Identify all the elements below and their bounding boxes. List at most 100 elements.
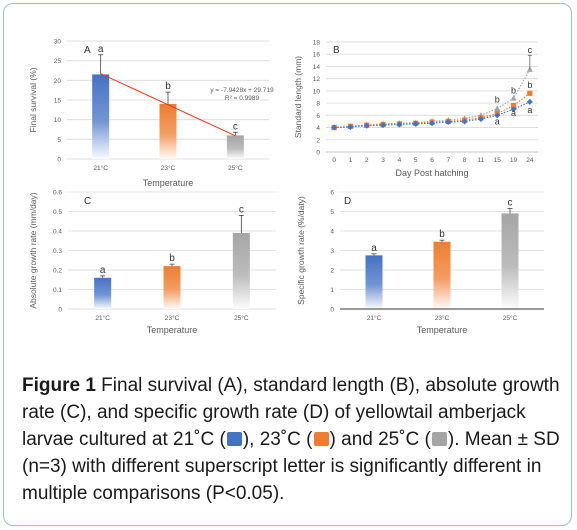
figure-frame: A Temperature Final survival (%) 0 5 10 15 20 25…: [3, 3, 572, 526]
y-axis-title: Standard length (mm): [293, 56, 303, 138]
x-tick-label: 19: [510, 157, 518, 164]
bar: [232, 232, 250, 309]
x-tick-label: 23°C: [165, 314, 180, 322]
y-tick-label: 12: [313, 76, 321, 83]
panel-letter: D: [344, 196, 351, 207]
data-point: [412, 120, 419, 127]
x-tick-label: 11: [478, 157, 485, 164]
swatch-25c-icon: [431, 432, 447, 446]
y-tick-label: 4: [330, 229, 334, 236]
significance-letter: a: [495, 116, 500, 126]
x-axis-title: Temperature: [147, 325, 198, 335]
y-tick-label: 8: [316, 101, 320, 108]
chart-panel-a: A Temperature Final survival (%) 0 5 10 15 20 25…: [28, 39, 274, 189]
data-point: [380, 122, 387, 129]
y-tick-label: 3: [330, 248, 334, 255]
panel-letter: B: [333, 45, 340, 56]
y-tick-label: 6: [330, 190, 334, 197]
x-tick-label: 0: [332, 157, 336, 164]
x-tick-label: 1: [349, 157, 353, 164]
caption-text-3: ) and 25˚C (: [329, 429, 431, 450]
data-point: [363, 122, 370, 129]
y-tick-label: 4: [316, 125, 320, 132]
y-tick-label: 0: [57, 157, 61, 164]
x-tick-label: 8: [463, 157, 467, 164]
y-tick-label: 10: [54, 117, 62, 124]
x-axis-title: Day Post hatching: [395, 168, 468, 178]
bar: [163, 266, 181, 309]
y-tick-label: 0.6: [53, 190, 62, 197]
y-tick-label: 5: [57, 137, 61, 144]
data-point: [477, 116, 484, 122]
bar: [365, 255, 383, 309]
significance-letter: b: [169, 253, 175, 264]
bar: [159, 103, 177, 159]
y-tick-label: 14: [313, 64, 321, 71]
significance-letter: c: [233, 121, 238, 132]
data-point: [510, 106, 517, 113]
y-tick-label: 0.2: [53, 268, 62, 275]
chart-panel-d: D Temperature Specific growth rate (%/daty…: [296, 190, 544, 335]
bar: [94, 277, 112, 309]
data-point: [461, 118, 468, 125]
y-axis-title: Absolute growth rate (mm/day): [28, 192, 38, 308]
chart-panel-b: B Day Post hatching Standard length (mm) 0 2…: [293, 40, 538, 178]
x-tick-label: 21°C: [95, 314, 110, 322]
x-tick-label: 5: [414, 157, 418, 164]
data-point: [510, 95, 517, 101]
y-tick-label: 0: [330, 307, 334, 314]
data-point: [331, 124, 338, 131]
x-tick-label: 24: [526, 157, 534, 164]
y-tick-label: 0: [316, 150, 320, 157]
data-point: [527, 90, 533, 96]
x-tick-label: 25°C: [228, 164, 243, 172]
y-tick-label: 2: [316, 137, 320, 144]
y-tick-label: 5: [330, 209, 334, 216]
significance-letter: a: [511, 108, 516, 118]
significance-letter: c: [239, 204, 244, 215]
y-tick-label: 1: [330, 287, 334, 294]
x-tick-label: 25°C: [234, 314, 249, 322]
x-tick-label: 25°C: [503, 314, 518, 322]
x-axis-title: Temperature: [143, 178, 194, 188]
x-tick-label: 21°C: [93, 164, 108, 172]
data-point: [494, 105, 501, 112]
y-axis-title: Final survival (%): [28, 67, 38, 132]
data-point: [494, 112, 501, 119]
significance-letter: b: [495, 94, 500, 104]
data-point: [445, 119, 452, 126]
trend-equation: R² = 0.9989: [225, 95, 260, 102]
chart-panel-c: C Temperature Absolute growth rate (mm/day…: [28, 190, 276, 335]
y-tick-label: 30: [54, 39, 62, 46]
y-tick-label: 6: [316, 113, 320, 120]
y-tick-label: 10: [313, 88, 321, 95]
bar: [501, 213, 519, 309]
y-tick-label: 0.4: [53, 229, 62, 236]
y-tick-label: 18: [313, 40, 321, 47]
caption-figure-label: Figure 1: [22, 375, 96, 396]
panel-letter: C: [84, 196, 91, 207]
trend-line: [100, 73, 236, 137]
trend-equation: y = -7.9428x + 29.719: [210, 87, 274, 94]
x-tick-label: 15: [494, 157, 502, 164]
significance-letter: a: [371, 243, 377, 254]
significance-letter: a: [100, 265, 106, 276]
x-tick-label: 23°C: [161, 164, 176, 172]
data-point: [510, 102, 517, 109]
y-tick-label: 25: [54, 58, 62, 65]
x-tick-label: 3: [381, 157, 385, 164]
data-point: [526, 98, 533, 105]
x-tick-label: 23°C: [435, 314, 450, 322]
y-tick-label: 0: [58, 307, 62, 314]
swatch-23c-icon: [313, 432, 329, 446]
data-point: [396, 121, 403, 128]
significance-letter: c: [528, 45, 533, 55]
y-tick-label: 16: [313, 52, 321, 59]
x-tick-label: 4: [398, 157, 402, 164]
significance-letter: b: [527, 80, 532, 90]
x-tick-label: 7: [446, 157, 450, 164]
data-point: [347, 123, 354, 130]
significance-letter: b: [439, 229, 445, 240]
significance-letter: a: [527, 105, 532, 115]
